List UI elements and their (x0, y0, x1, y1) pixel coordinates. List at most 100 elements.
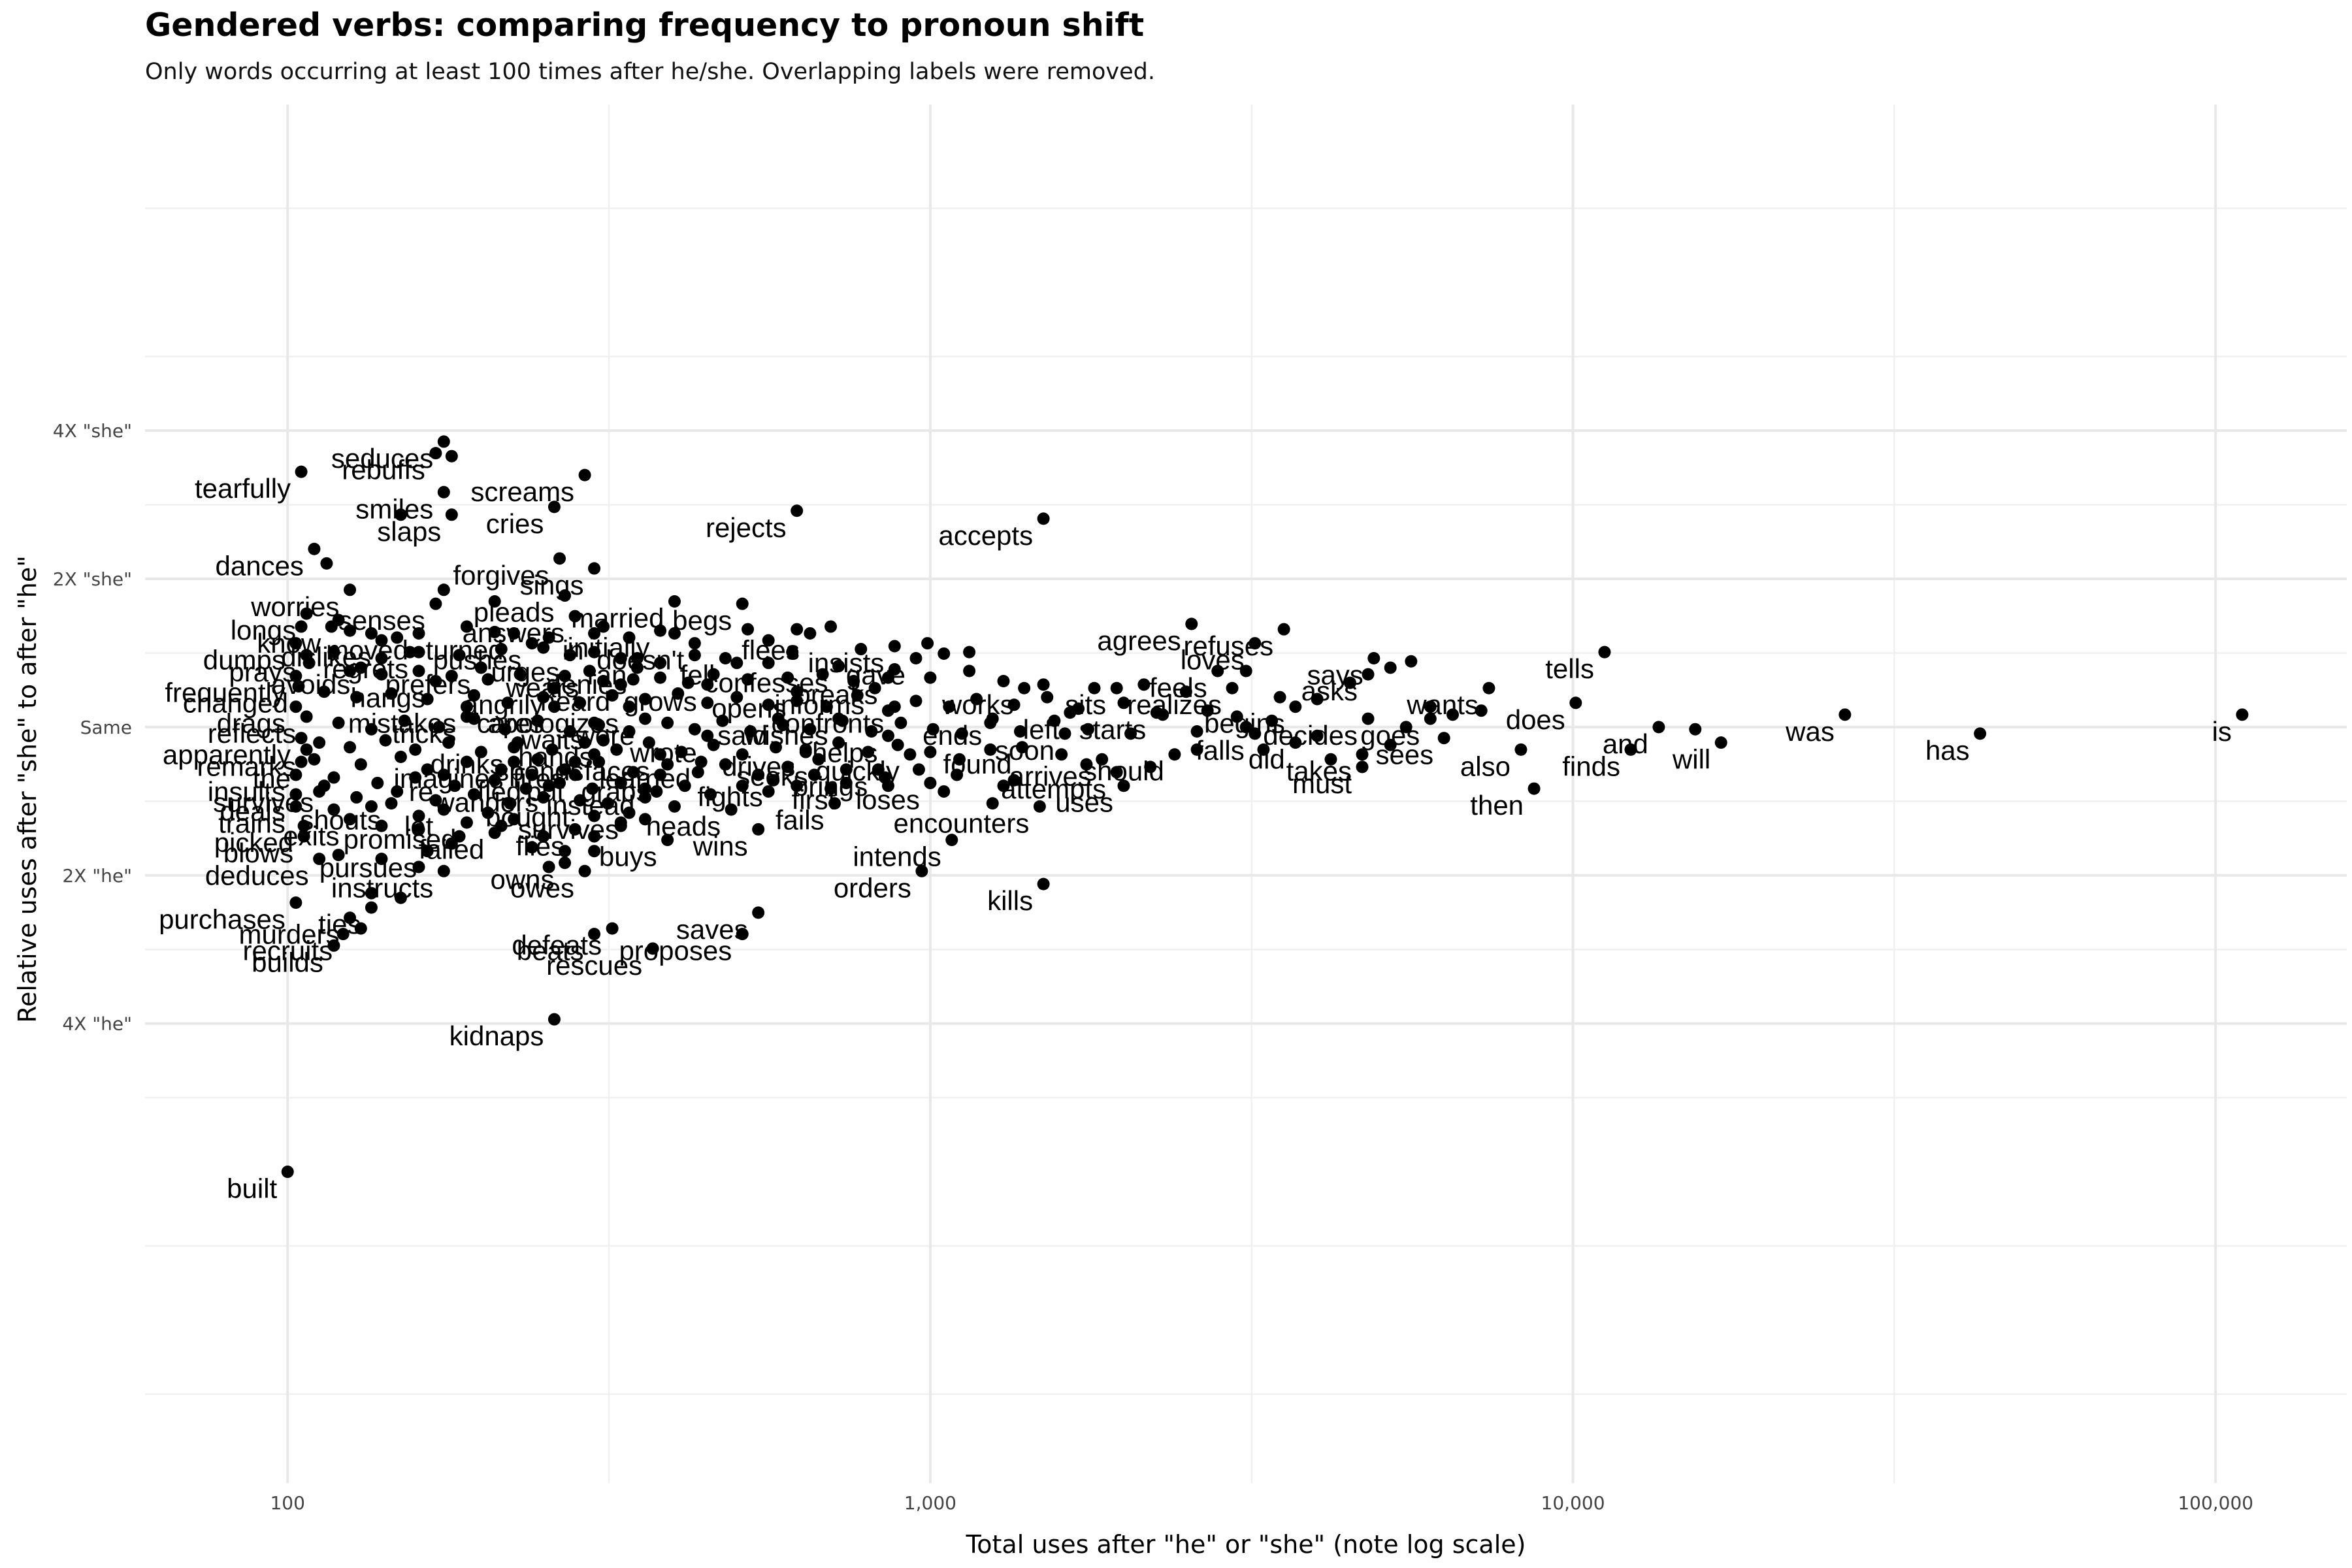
data-point (412, 645, 425, 659)
data-point (926, 723, 939, 736)
data-point (832, 660, 845, 673)
data-point (1277, 623, 1290, 636)
data-point (295, 732, 308, 745)
data-point (984, 743, 997, 756)
point-label: purchases (159, 904, 286, 935)
data-point (730, 691, 743, 704)
data-point (762, 785, 775, 798)
data-points (281, 435, 2249, 1179)
point-label: brings (793, 771, 868, 802)
data-point (704, 788, 717, 801)
point-label: fled (478, 776, 522, 807)
data-point (578, 736, 591, 749)
data-point (828, 797, 841, 810)
data-point (588, 809, 601, 823)
point-label: helps (812, 737, 877, 768)
data-point (409, 743, 422, 756)
data-point (375, 651, 388, 664)
point-label: learned (599, 763, 691, 794)
data-point (1239, 664, 1252, 678)
data-point (1033, 800, 1046, 813)
point-label: changed (183, 688, 288, 719)
y-tick-label: Same (80, 717, 132, 738)
data-point (862, 745, 875, 759)
point-label: deals (220, 796, 285, 826)
point-label: tearfully (195, 473, 291, 504)
data-point (297, 819, 310, 832)
data-point (445, 837, 458, 850)
data-point (623, 700, 636, 713)
data-point (752, 768, 765, 781)
point-label: and (1603, 728, 1648, 759)
data-point (1405, 655, 1418, 668)
data-point (1475, 704, 1488, 717)
point-label: senses (338, 605, 425, 636)
data-point (716, 714, 729, 727)
data-point (437, 768, 450, 781)
data-point (559, 589, 572, 602)
point-label: also (1460, 751, 1511, 781)
data-point (894, 716, 907, 729)
point-label: does (1506, 704, 1565, 735)
point-label: put (527, 776, 565, 807)
data-point (865, 725, 878, 738)
data-point (281, 1166, 294, 1179)
x-tick-label: 10,000 (1541, 1492, 1605, 1514)
data-point (786, 645, 799, 659)
data-point (1190, 743, 1203, 756)
data-point (1367, 651, 1380, 664)
data-point (1041, 691, 1054, 704)
point-label: hands (518, 742, 593, 772)
data-point (295, 620, 308, 633)
data-point (945, 834, 958, 847)
data-point (668, 627, 681, 640)
data-point (614, 819, 627, 832)
point-label: accepts (938, 520, 1033, 551)
data-point (365, 723, 378, 736)
point-label: drinks (431, 749, 504, 779)
point-label: prays (229, 657, 296, 687)
data-point (924, 671, 937, 684)
data-point (344, 583, 357, 596)
data-point (638, 712, 651, 725)
data-point (904, 748, 917, 761)
data-point (840, 776, 853, 789)
data-point (460, 700, 473, 713)
data-point (816, 668, 829, 681)
data-point (1096, 753, 1109, 766)
data-point (385, 687, 398, 700)
data-point (508, 755, 521, 768)
data-point (375, 819, 388, 832)
data-point (437, 485, 450, 498)
data-point (963, 664, 976, 678)
data-point (559, 763, 572, 776)
data-point (654, 657, 667, 670)
data-point (350, 691, 363, 704)
point-label: uses (1055, 787, 1113, 818)
data-point (1482, 681, 1495, 694)
data-point (531, 714, 544, 727)
data-point (588, 830, 601, 843)
data-point (354, 758, 367, 771)
data-point (460, 755, 473, 768)
point-label: apologizes (487, 708, 619, 739)
data-point (804, 723, 817, 736)
data-point (537, 691, 550, 704)
data-point (325, 620, 338, 633)
data-point (820, 700, 833, 713)
data-point (1311, 729, 1324, 742)
data-point (313, 736, 326, 749)
point-label: avoids (271, 669, 350, 700)
data-point (762, 657, 775, 670)
point-label: starts (1079, 714, 1147, 745)
data-point (688, 649, 701, 662)
data-point (769, 741, 782, 754)
point-label: confronts (772, 708, 885, 739)
data-point (289, 670, 302, 683)
data-point (578, 864, 591, 877)
point-label: begs (672, 605, 732, 636)
data-point (623, 806, 636, 819)
point-label: owes (510, 872, 574, 903)
point-label: saves (676, 914, 748, 945)
data-point (630, 661, 644, 674)
